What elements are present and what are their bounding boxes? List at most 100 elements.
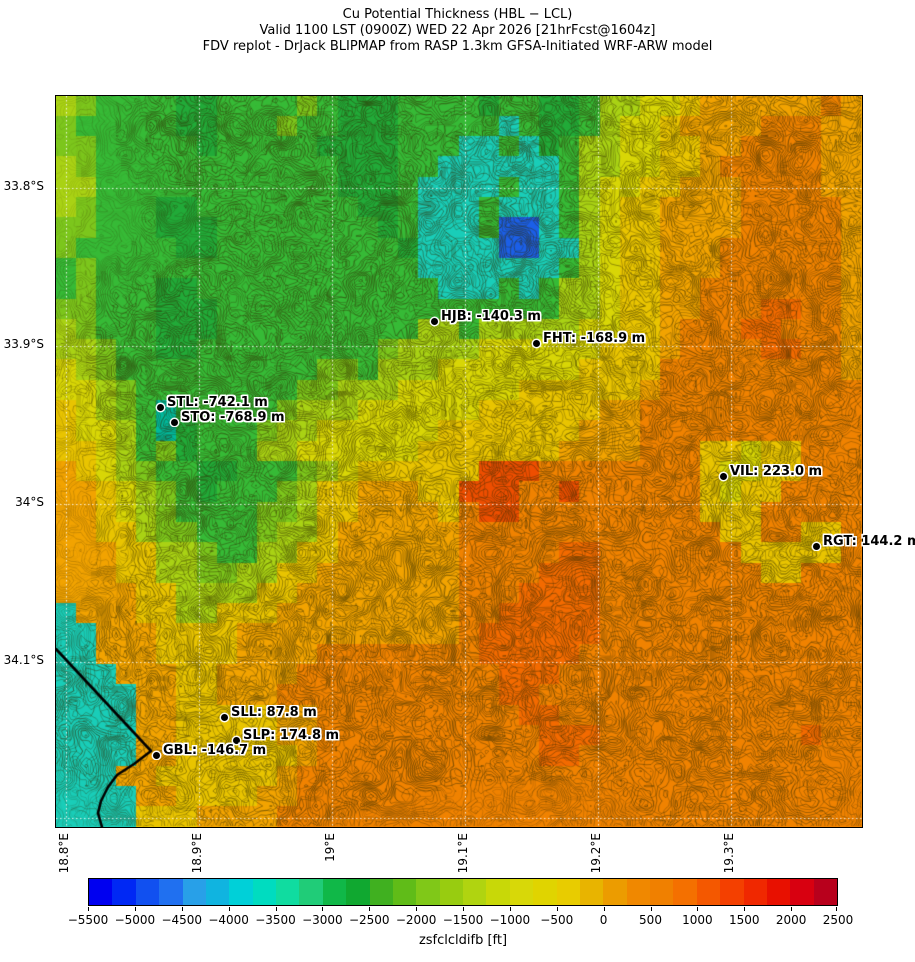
x-axis-tick-label-4: 19.2°E — [589, 833, 603, 874]
colorbar-cell-2 — [135, 879, 160, 905]
colorbar-cell-21 — [579, 879, 604, 905]
colorbar-cell-19 — [533, 879, 557, 905]
colorbar-cell-29 — [766, 879, 791, 905]
colorbar-cell-22 — [603, 879, 627, 905]
colorbar-tick-3 — [228, 907, 230, 911]
colorbar-tick-9 — [509, 907, 511, 911]
x-axis-tick-label-3: 19.1°E — [456, 833, 470, 874]
colorbar-cell-17 — [486, 879, 510, 905]
map-plot-area — [55, 95, 863, 828]
y-axis-tick-label-1: 33.9°S — [3, 337, 44, 351]
station-dot-GBL — [152, 751, 160, 759]
colorbar-cell-6 — [229, 879, 253, 905]
station-label-SLP: SLP: 174.8 m — [243, 728, 340, 743]
plot-source-footnote: FDV replot - DrJack BLIPMAP from RASP 1.… — [202, 39, 713, 54]
colorbar-cell-14 — [416, 879, 440, 905]
plot-title: Cu Potential Thickness (HBL − LCL) — [342, 7, 573, 22]
station-label-FHT: FHT: -168.9 m — [543, 331, 646, 346]
colorbar-cell-4 — [182, 879, 206, 905]
colorbar-cell-31 — [813, 879, 837, 905]
y-axis-tick-label-0: 33.8°S — [3, 179, 44, 193]
x-axis-tick-label-2: 19°E — [323, 833, 337, 862]
station-dot-STO — [170, 418, 178, 426]
colorbar-cell-1 — [112, 879, 136, 905]
colorbar-axis-label: zsfclcldifb [ft] — [418, 933, 508, 948]
colorbar-cell-16 — [463, 879, 487, 905]
colorbar-cell-24 — [650, 879, 674, 905]
station-dot-SLP — [232, 736, 240, 744]
colorbar-tick-label-11: 0 — [599, 913, 608, 927]
station-dot-HJB — [430, 317, 438, 325]
station-label-RGT: RGT: 144.2 m — [823, 534, 915, 549]
colorbar-tick-label-16: 2500 — [822, 913, 854, 927]
x-axis-tick-label-0: 18.8°E — [57, 833, 71, 874]
colorbar-tick-label-5: −3000 — [302, 913, 343, 927]
colorbar-tick-0 — [88, 907, 89, 911]
colorbar-tick-label-2: −4500 — [161, 913, 203, 927]
colorbar-tick-4 — [275, 907, 277, 911]
colorbar-cell-28 — [743, 879, 767, 905]
station-label-STL: STL: -742.1 m — [167, 395, 268, 410]
colorbar-tick-12 — [650, 907, 652, 911]
x-axis-tick-label-1: 18.9°E — [190, 833, 204, 874]
colorbar — [88, 878, 838, 906]
colorbar-tick-14 — [744, 907, 746, 911]
station-dot-RGT — [812, 542, 820, 550]
x-axis-tick-label-5: 19.3°E — [722, 833, 736, 874]
colorbar-cell-3 — [159, 879, 183, 905]
station-label-HJB: HJB: -140.3 m — [441, 309, 541, 324]
colorbar-tick-label-14: 1500 — [728, 913, 760, 927]
colorbar-cell-5 — [205, 879, 230, 905]
colorbar-tick-label-7: −2000 — [395, 913, 437, 927]
colorbar-cell-8 — [276, 879, 300, 905]
colorbar-cell-25 — [673, 879, 697, 905]
terrain-heatmap-canvas — [56, 96, 862, 827]
colorbar-tick-label-12: 500 — [639, 913, 662, 927]
colorbar-tick-8 — [463, 907, 464, 911]
plot-valid-time-subtitle: Valid 1100 LST (0900Z) WED 22 Apr 2026 [… — [259, 23, 656, 38]
colorbar-cell-26 — [696, 879, 721, 905]
colorbar-cell-10 — [322, 879, 347, 905]
station-label-VIL: VIL: 223.0 m — [730, 464, 823, 479]
colorbar-cell-9 — [299, 879, 323, 905]
colorbar-tick-label-9: −1000 — [489, 913, 531, 927]
station-dot-VIL — [719, 472, 727, 480]
colorbar-tick-10 — [556, 907, 558, 911]
colorbar-cell-23 — [626, 879, 650, 905]
colorbar-tick-label-15: 2000 — [775, 913, 807, 927]
colorbar-tick-13 — [697, 907, 699, 911]
colorbar-tick-15 — [791, 907, 793, 911]
colorbar-tick-7 — [416, 907, 418, 911]
colorbar-cell-0 — [89, 879, 113, 905]
station-label-STO: STO: -768.9 m — [181, 410, 285, 425]
colorbar-tick-1 — [134, 907, 136, 911]
colorbar-cell-7 — [252, 879, 276, 905]
colorbar-tick-label-6: −2500 — [348, 913, 390, 927]
station-label-GBL: GBL: -146.7 m — [163, 743, 267, 758]
y-axis-tick-label-3: 34.1°S — [3, 653, 44, 667]
station-dot-FHT — [532, 339, 540, 347]
colorbar-cell-30 — [790, 879, 814, 905]
station-label-SLL: SLL: 87.8 m — [231, 705, 317, 720]
colorbar-tick-5 — [322, 907, 324, 911]
colorbar-tick-6 — [369, 907, 371, 911]
station-dot-SLL — [220, 713, 228, 721]
colorbar-tick-16 — [836, 907, 837, 911]
colorbar-cell-11 — [346, 879, 370, 905]
colorbar-tick-label-3: −4000 — [208, 913, 249, 927]
colorbar-cell-13 — [392, 879, 417, 905]
colorbar-tick-label-8: −1500 — [442, 913, 484, 927]
colorbar-tick-label-4: −3500 — [255, 913, 296, 927]
colorbar-cell-18 — [509, 879, 534, 905]
colorbar-tick-label-10: −500 — [540, 913, 574, 927]
colorbar-tick-label-0: −5500 — [67, 913, 109, 927]
colorbar-tick-label-1: −5000 — [114, 913, 156, 927]
colorbar-cell-12 — [369, 879, 393, 905]
colorbar-cell-20 — [556, 879, 580, 905]
colorbar-cell-27 — [720, 879, 744, 905]
colorbar-tick-2 — [181, 907, 183, 911]
y-axis-tick-label-2: 34°S — [15, 495, 44, 509]
colorbar-cell-15 — [439, 879, 463, 905]
station-dot-STL — [156, 403, 164, 411]
